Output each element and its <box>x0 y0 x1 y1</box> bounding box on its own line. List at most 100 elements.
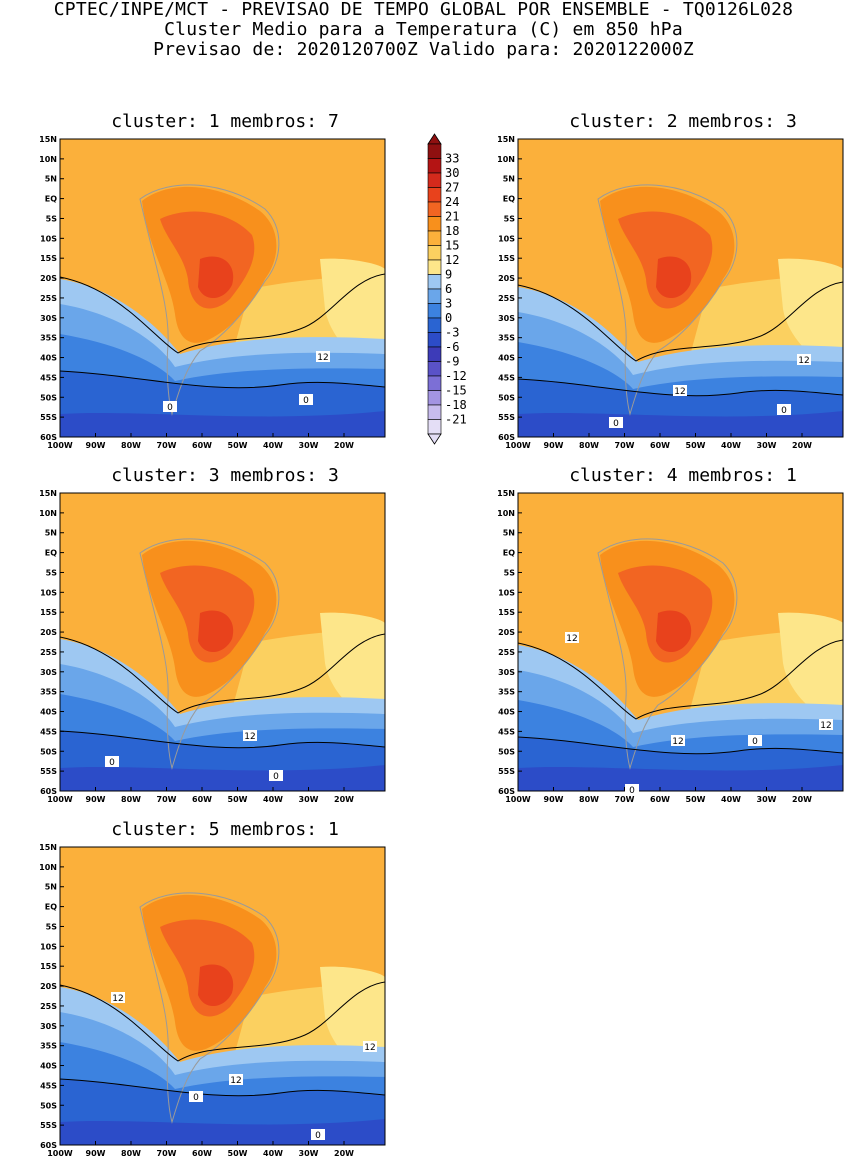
lat-label: 45S <box>498 373 515 382</box>
contour-label-text: 0 <box>613 419 619 429</box>
contour-12 <box>60 273 385 354</box>
lat-label: 55S <box>40 1121 57 1130</box>
contour-label-text: 0 <box>273 772 279 782</box>
lat-label: 50S <box>498 393 515 402</box>
contour-label: 12 <box>229 1074 243 1086</box>
lat-label: 60S <box>40 1141 57 1150</box>
lon-label: 60W <box>650 795 670 804</box>
contour-0 <box>518 378 843 397</box>
panel-title: cluster: 1 membros: 7 <box>111 111 339 132</box>
lat-label: EQ <box>45 903 57 912</box>
lon-label: 100W <box>47 795 73 804</box>
band-24-27 <box>198 610 234 653</box>
contour-label-bg <box>609 417 623 428</box>
lon-label: 50W <box>686 441 706 450</box>
contour-label-bg <box>565 632 579 643</box>
map-panel-cluster-3: cluster: 3 membros: 3 15N 10N 5N EQ 5S 10S 15S… <box>20 466 386 806</box>
band-9-12 <box>778 258 843 369</box>
lat-label: 50S <box>498 747 515 756</box>
lon-label: 20W <box>334 1149 354 1158</box>
lat-label: 45S <box>40 1081 57 1090</box>
contour-label-text: 12 <box>112 994 123 1004</box>
contour-0 <box>518 736 843 755</box>
colorbar-label: 30 <box>445 166 459 180</box>
colorbar-label: 18 <box>445 224 459 238</box>
contour-label-text: 12 <box>364 1043 375 1053</box>
colorbar-swatch <box>427 245 442 261</box>
colorbar-label: 24 <box>445 195 459 209</box>
colorbar-swatch <box>427 187 442 203</box>
lat-label: 20S <box>40 628 57 637</box>
lat-label: 15S <box>40 962 57 971</box>
contour-label-bg <box>229 1074 243 1085</box>
contour-12 <box>518 639 843 720</box>
colorbar-label: 3 <box>445 297 452 311</box>
lat-label: 35S <box>40 334 57 343</box>
contour-label-bg <box>163 401 177 412</box>
lon-label: 70W <box>615 441 635 450</box>
lat-label: 20S <box>40 982 57 991</box>
contour-label-text: 12 <box>798 356 809 366</box>
map-svg: 15N 10N 5N EQ 5S 10S 15S 20S 25S 30S 35S 40S 45S 50S 5… <box>497 489 844 804</box>
band-minus6-minus3 <box>60 765 385 791</box>
panel-title: cluster: 2 membros: 3 <box>569 111 797 132</box>
colorbar-swatch <box>427 346 442 362</box>
lat-label: 25S <box>40 648 57 657</box>
lat-label: 10S <box>40 942 57 951</box>
lat-label: 10S <box>498 588 515 597</box>
lat-label: 15N <box>39 843 57 852</box>
colorbar-swatch <box>427 361 442 377</box>
contour-label: 12 <box>243 730 257 742</box>
map-frame <box>59 846 386 1146</box>
panel-title: cluster: 5 membros: 1 <box>111 819 339 840</box>
lon-label: 100W <box>505 795 531 804</box>
lat-label: EQ <box>503 549 515 558</box>
lat-label: 10N <box>39 863 57 872</box>
lat-label: 15S <box>498 254 515 263</box>
lat-label: 45S <box>40 373 57 382</box>
contour-label-bg <box>269 770 283 781</box>
contour-label-bg <box>111 992 125 1003</box>
contour-label: 12 <box>316 351 330 363</box>
band-minus6-minus3 <box>518 411 843 437</box>
lat-label: 30S <box>40 668 57 677</box>
lat-label: 5S <box>504 214 516 223</box>
contour-label: 0 <box>311 1129 325 1141</box>
lat-label: 60S <box>40 787 57 796</box>
coastline <box>597 538 738 770</box>
lon-label: 80W <box>121 795 141 804</box>
map-panel-cluster-2: cluster: 2 membros: 3 15N 10N 5N EQ 5S 10S 15S… <box>478 112 844 452</box>
map-svg: 15N 10N 5N EQ 5S 10S 15S 20S 25S 30S 35S 40S 45S 50S 5… <box>497 135 844 450</box>
lon-label: 100W <box>47 1149 73 1158</box>
band-24-27 <box>198 256 234 299</box>
panel-title: cluster: 3 membros: 3 <box>111 465 339 486</box>
lat-label: 30S <box>498 668 515 677</box>
lat-label: 10N <box>39 155 57 164</box>
coastline <box>139 184 280 416</box>
colorbar-label: -15 <box>445 384 467 398</box>
lat-label: 5S <box>46 922 58 931</box>
colorbar-label: 27 <box>445 181 459 195</box>
lat-label: 60S <box>498 787 515 796</box>
lat-label: 25S <box>40 1002 57 1011</box>
colorbar-label: -18 <box>445 398 467 412</box>
colorbar-label: -21 <box>445 413 467 427</box>
lat-label: 5N <box>45 529 57 538</box>
contour-label-text: 0 <box>193 1093 199 1103</box>
colorbar-swatch <box>427 390 442 406</box>
lat-label: 15S <box>40 254 57 263</box>
colorbar-label: 9 <box>445 268 452 282</box>
contour-label-text: 12 <box>244 732 255 742</box>
colorbar-swatch <box>427 230 442 246</box>
colorbar-swatch <box>427 332 442 348</box>
contour-label-bg <box>673 385 687 396</box>
contour-label-text: 0 <box>303 396 309 406</box>
contour-12 <box>60 981 385 1062</box>
lat-label: 5N <box>45 883 57 892</box>
lon-label: 70W <box>157 441 177 450</box>
map-frame <box>59 492 386 792</box>
band-9-12 <box>778 612 843 723</box>
lon-label: 70W <box>157 795 177 804</box>
lat-label: 40S <box>498 354 515 363</box>
contour-label: 12 <box>565 632 579 644</box>
